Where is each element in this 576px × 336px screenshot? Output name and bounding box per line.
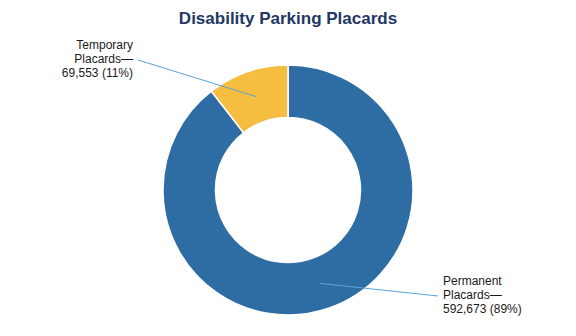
title: Disability Parking Placards [179, 9, 397, 28]
slice-label-line: Placards— [74, 52, 133, 66]
chart-container: Disability Parking PlacardsPermanentPlac… [0, 0, 576, 336]
slice-label: PermanentPlacards—592,673 (89%) [443, 274, 522, 316]
slice-label-line: Permanent [443, 274, 502, 288]
slice [163, 65, 413, 315]
slice-label-line: 592,673 (89%) [443, 302, 522, 316]
chart-svg: Disability Parking PlacardsPermanentPlac… [0, 0, 576, 336]
slice-label-line: Temporary [76, 38, 133, 52]
leader-line [138, 60, 256, 97]
labels: PermanentPlacards—592,673 (89%)Temporary… [62, 38, 522, 316]
slice-label-line: 69,553 (11%) [62, 66, 133, 80]
slice-label: TemporaryPlacards—69,553 (11%) [62, 38, 133, 80]
leader-line [320, 283, 438, 296]
slice-label-line: Placards— [443, 288, 502, 302]
slice [211, 65, 288, 133]
donut [163, 65, 413, 315]
